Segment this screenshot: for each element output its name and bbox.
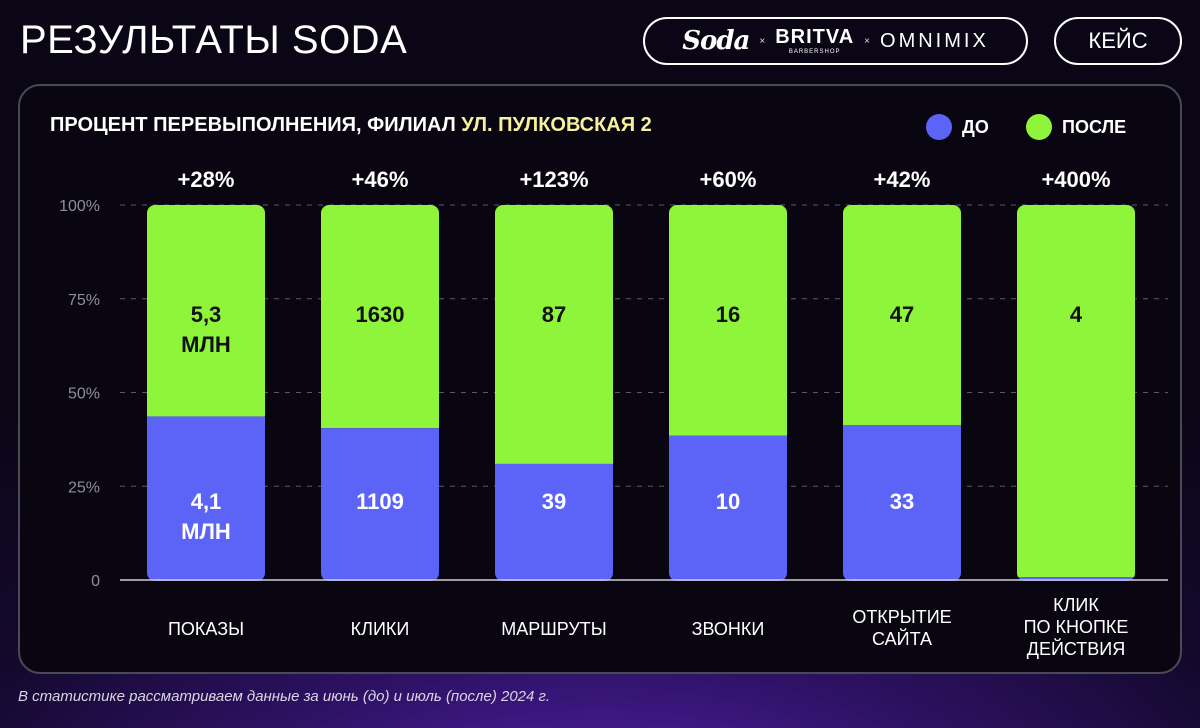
- value-label-after: 4: [1070, 302, 1083, 327]
- category-label: КЛИКИ: [351, 619, 410, 639]
- bar-before: [147, 416, 265, 581]
- growth-label: +60%: [700, 167, 757, 192]
- value-label-after: 1630: [356, 302, 405, 327]
- growth-label: +46%: [352, 167, 409, 192]
- case-button[interactable]: КЕЙС: [1054, 17, 1182, 65]
- category-label: ЗВОНКИ: [692, 619, 765, 639]
- bar-before: [495, 463, 613, 581]
- bar-after: [669, 205, 787, 436]
- bar-after: [1017, 205, 1135, 577]
- category-label: ДЕЙСТВИЯ: [1027, 638, 1125, 659]
- bar-after: [495, 205, 613, 464]
- value-label-before: 1109: [356, 489, 404, 514]
- value-label-after: МЛН: [181, 332, 231, 357]
- britva-logo-text: BRITVA: [775, 26, 855, 48]
- value-label-before: 10: [716, 489, 740, 514]
- value-label-before: 4,1: [191, 489, 222, 514]
- value-label-after: 87: [542, 302, 566, 327]
- y-tick-label: 0: [91, 573, 100, 590]
- page-title: РЕЗУЛЬТАТЫ SODA: [20, 18, 408, 62]
- logo-separator: ×: [864, 35, 871, 47]
- category-label: ПО КНОПКЕ: [1024, 617, 1129, 637]
- y-tick-label: 25%: [68, 479, 100, 496]
- category-label: ПОКАЗЫ: [168, 619, 244, 639]
- category-label: САЙТА: [872, 628, 932, 649]
- bar-after: [843, 205, 961, 426]
- category-label: КЛИК: [1053, 595, 1099, 615]
- soda-logo: Soda: [682, 26, 750, 56]
- value-label-before: 39: [542, 489, 566, 514]
- legend-dot-after: [1026, 114, 1052, 140]
- legend-label-before: ДО: [962, 116, 989, 137]
- bar-before: [1017, 577, 1135, 581]
- chart-title-text: ПРОЦЕНТ ПЕРЕВЫПОЛНЕНИЯ, ФИЛИАЛ: [50, 114, 456, 136]
- category-label: ОТКРЫТИЕ: [852, 607, 951, 627]
- growth-label: +400%: [1041, 167, 1110, 192]
- bar-after: [147, 205, 265, 417]
- britva-logo-subtext: BARBERSHOP: [788, 49, 841, 55]
- omnimix-logo: OMNIMIX: [880, 29, 989, 52]
- y-tick-label: 100%: [59, 198, 100, 215]
- y-tick-label: 75%: [68, 292, 100, 309]
- chart-title: ПРОЦЕНТ ПЕРЕВЫПОЛНЕНИЯ, ФИЛИАЛ УЛ. ПУЛКО…: [50, 114, 652, 137]
- value-label-before: МЛН: [181, 519, 231, 544]
- value-label-after: 47: [890, 302, 914, 327]
- bar-chart: 0 25% 50% 75% 100% +28% 5,3 МЛН 4,1 МЛН ПОКАЗЫ +46%…: [59, 167, 1168, 659]
- growth-label: +42%: [874, 167, 931, 192]
- chart-title-branch: УЛ. ПУЛКОВСКАЯ 2: [461, 114, 652, 136]
- legend-item-before: ДО: [926, 114, 989, 140]
- value-label-after: 16: [716, 302, 740, 327]
- value-label-before: 33: [890, 489, 914, 514]
- legend-item-after: ПОСЛЕ: [1026, 114, 1126, 140]
- category-label: МАРШРУТЫ: [501, 619, 606, 639]
- value-label-after: 5,3: [191, 302, 222, 327]
- y-tick-label: 50%: [68, 386, 100, 403]
- bar-before: [843, 425, 961, 581]
- growth-label: +28%: [178, 167, 235, 192]
- legend-label-after: ПОСЛЕ: [1062, 116, 1127, 137]
- legend-dot-before: [926, 114, 952, 140]
- partner-logos: Soda × BRITVA BARBERSHOP × OMNIMIX: [643, 17, 1028, 65]
- bar-before: [669, 435, 787, 581]
- bar-before: [321, 428, 439, 581]
- bar-after: [321, 205, 439, 429]
- chart-panel: 0 25% 50% 75% 100% +28% 5,3 МЛН 4,1 МЛН ПОКАЗЫ +46%…: [18, 84, 1182, 674]
- logo-separator: ×: [759, 35, 766, 47]
- growth-label: +123%: [519, 167, 588, 192]
- footnote: В статистике рассматриваем данные за июн…: [18, 688, 551, 705]
- britva-logo: BRITVA BARBERSHOP: [775, 27, 854, 55]
